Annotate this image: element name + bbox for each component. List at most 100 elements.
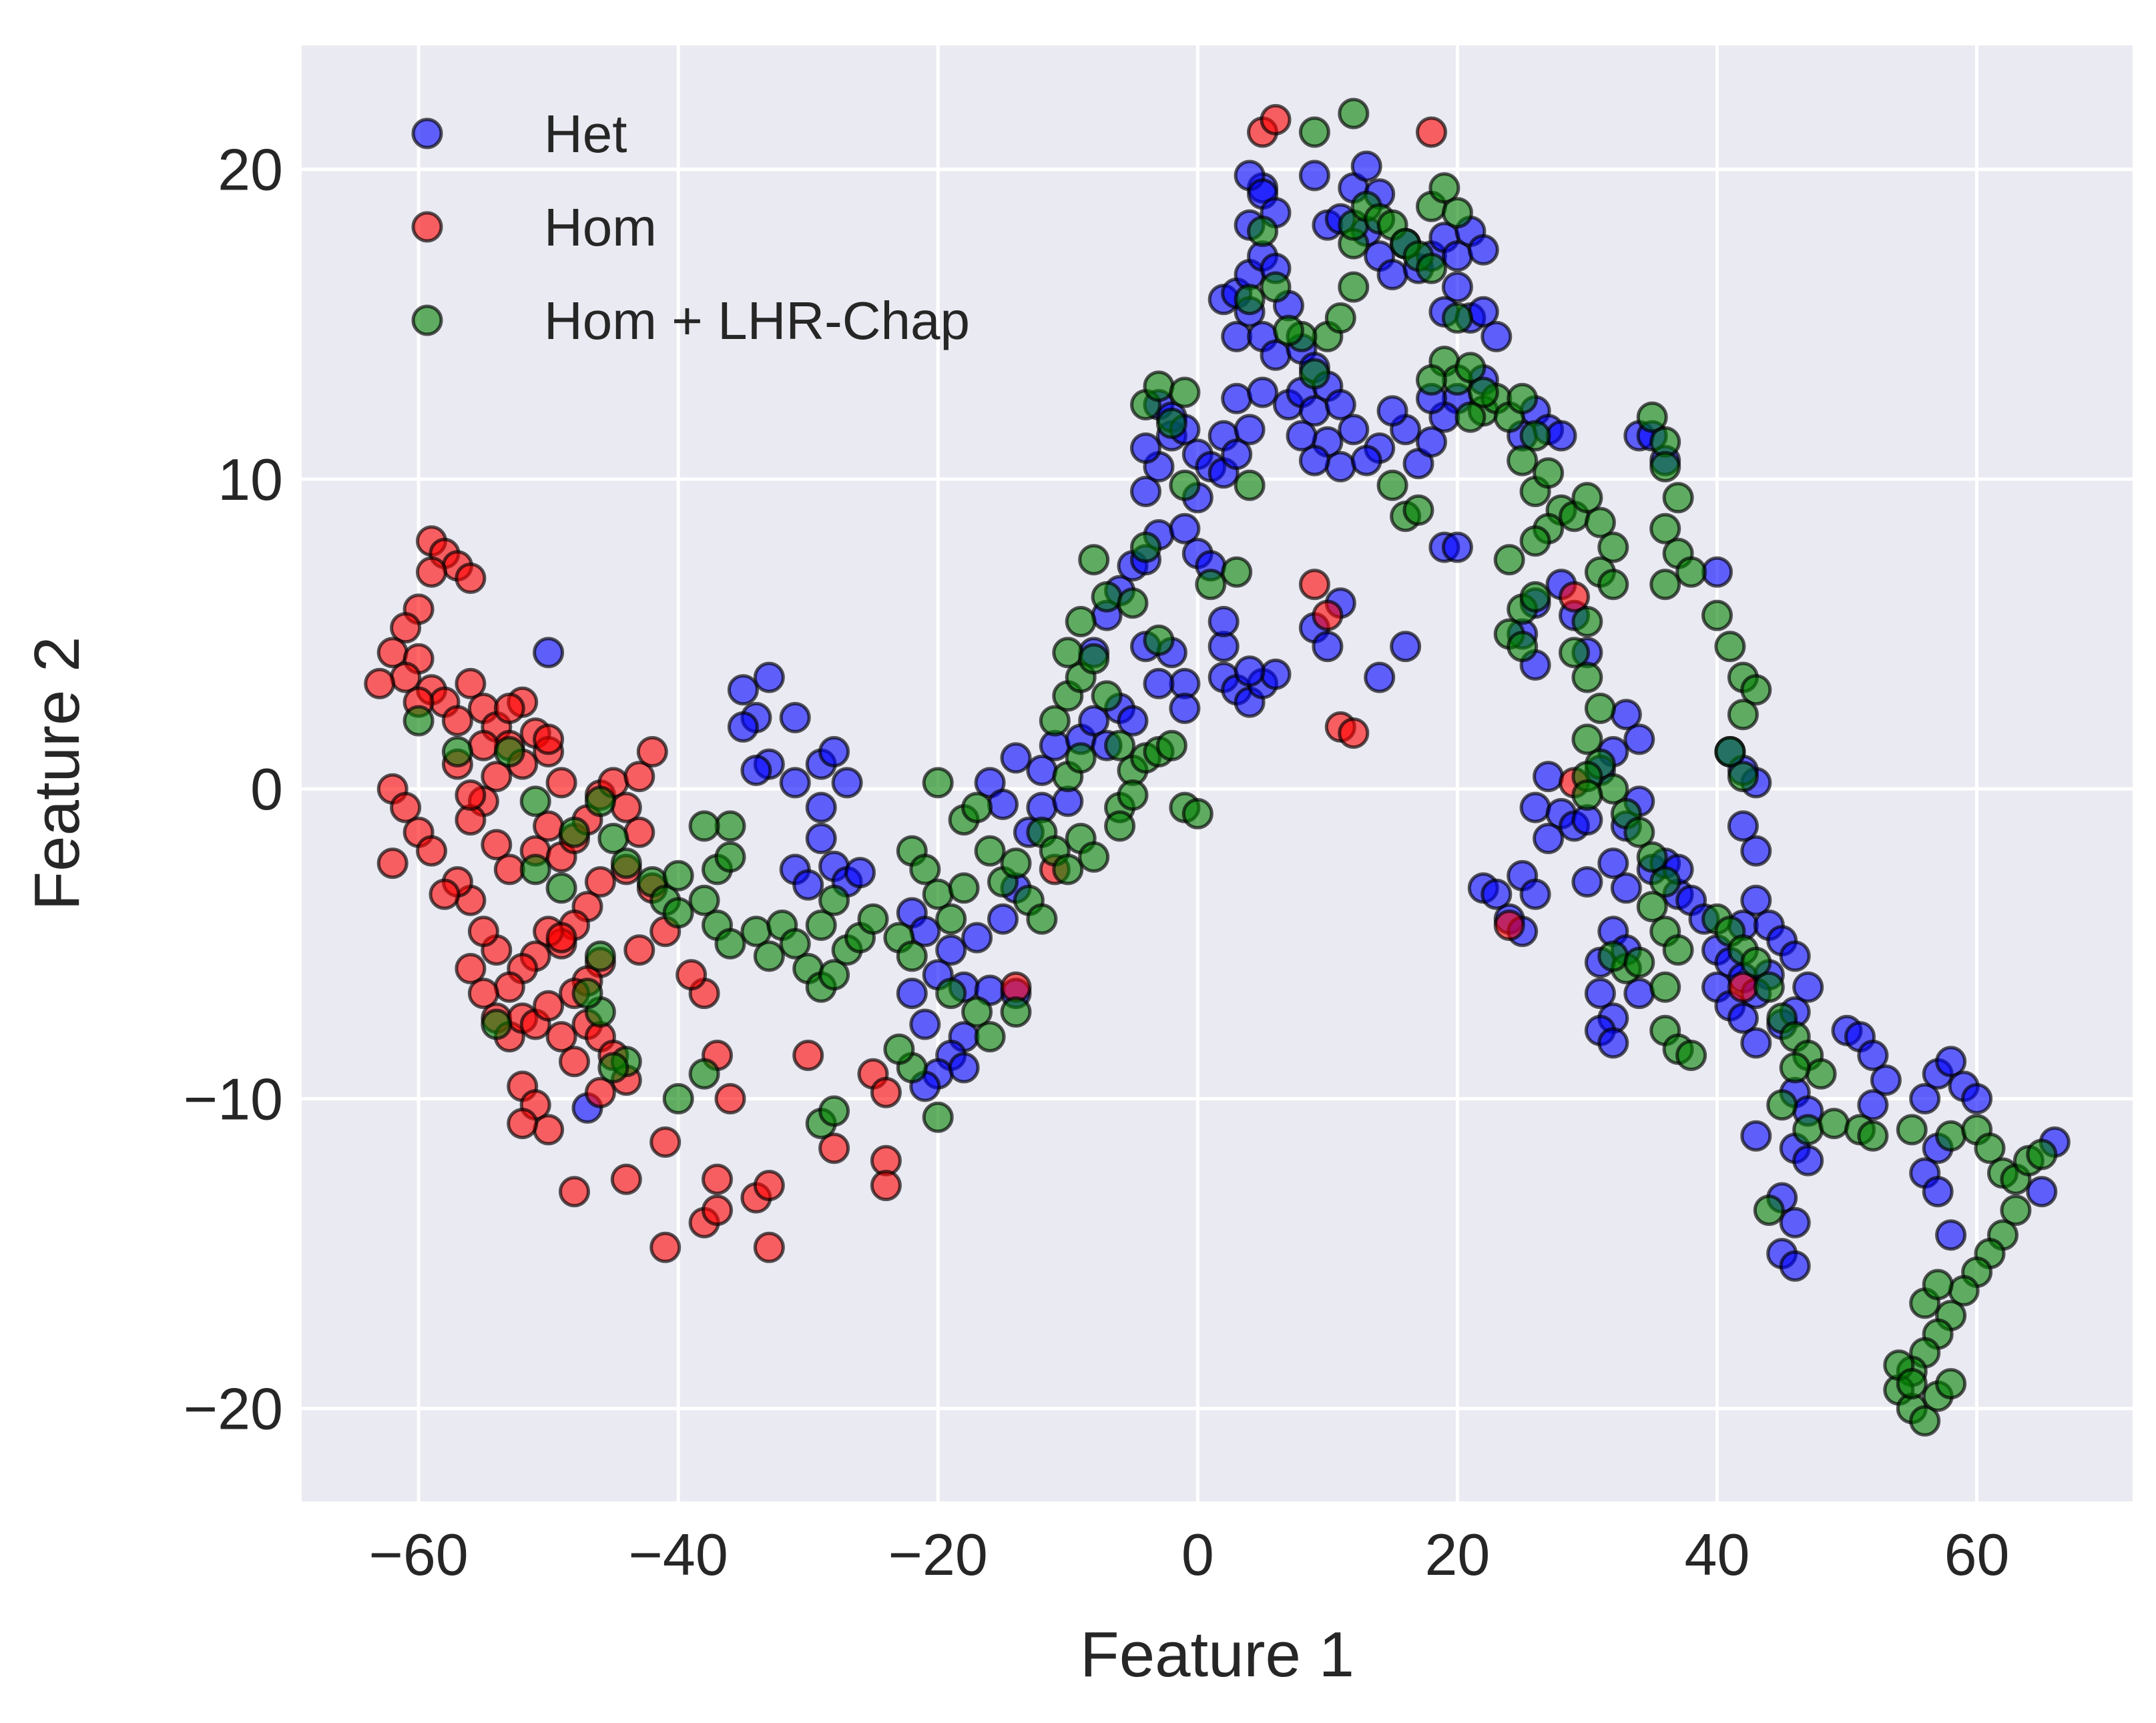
data-point [441, 736, 473, 767]
data-point [961, 791, 993, 823]
data-point [1260, 271, 1292, 303]
data-point [1441, 197, 1473, 229]
data-point [1571, 723, 1603, 755]
data-point [818, 736, 850, 767]
y-tick-label: −20 [184, 1376, 283, 1442]
data-point [533, 990, 565, 1022]
data-point [1091, 680, 1123, 712]
data-point [1416, 116, 1447, 148]
data-point [714, 841, 746, 873]
data-point [1571, 606, 1603, 637]
data-point [533, 1114, 565, 1146]
data-point [1195, 569, 1227, 601]
data-point [1584, 506, 1616, 539]
data-point [1896, 1368, 1928, 1400]
legend-label: Hom [544, 198, 657, 257]
data-point [1324, 302, 1356, 334]
data-point [1857, 1089, 1889, 1121]
data-point [688, 1058, 720, 1090]
data-point [545, 922, 577, 954]
data-point [584, 1076, 616, 1108]
data-point [416, 556, 447, 588]
data-point [1675, 556, 1707, 588]
data-point [1402, 494, 1434, 526]
legend-marker [411, 304, 443, 336]
data-point [1000, 847, 1032, 880]
data-point [1857, 1120, 1889, 1152]
data-point [1298, 159, 1330, 192]
data-point [610, 847, 642, 880]
data-point [467, 978, 499, 1010]
data-point [1935, 1120, 1967, 1152]
data-point [493, 971, 525, 1003]
data-point [1740, 884, 1772, 916]
data-point [818, 1132, 850, 1164]
data-point [753, 1170, 785, 1201]
data-point [896, 940, 928, 972]
data-point [1155, 729, 1187, 761]
data-point [1507, 631, 1539, 663]
data-point [481, 829, 513, 861]
data-point [481, 761, 513, 793]
data-point [1221, 556, 1253, 588]
data-point [2000, 1194, 2032, 1227]
data-point [597, 1052, 629, 1084]
data-point [1519, 420, 1551, 452]
data-point [974, 835, 1006, 867]
data-point [662, 1083, 694, 1114]
data-point [818, 959, 850, 991]
x-tick-label: −40 [629, 1521, 728, 1588]
data-point [1480, 320, 1513, 352]
data-point [714, 810, 746, 842]
data-point [559, 816, 590, 848]
legend: Het Hom Hom + LHR-Chap [411, 104, 970, 350]
legend-marker [411, 117, 443, 149]
data-point [662, 897, 694, 929]
data-point [1298, 569, 1330, 601]
data-point [1078, 705, 1110, 737]
data-point [1260, 658, 1292, 690]
data-point [714, 928, 746, 960]
data-point [519, 853, 551, 886]
data-point [1273, 314, 1304, 346]
legend-label: Het [544, 104, 627, 163]
data-point [883, 1033, 915, 1065]
data-point [987, 903, 1019, 935]
data-point [1597, 531, 1629, 563]
x-tick-label: −60 [368, 1521, 468, 1588]
data-point [1312, 599, 1344, 631]
data-point [481, 1008, 513, 1040]
data-point [402, 705, 435, 737]
y-tick-label: 20 [218, 137, 283, 203]
data-point [1026, 903, 1058, 935]
data-point [779, 767, 811, 799]
data-point [1104, 729, 1136, 761]
data-point [455, 667, 487, 699]
data-point [1507, 382, 1539, 414]
data-point [649, 1126, 682, 1158]
data-point [1571, 779, 1603, 811]
data-point [1117, 705, 1149, 737]
data-point [1338, 97, 1370, 129]
data-point [1675, 1040, 1707, 1071]
y-tick-labels: −20 −10 0 10 20 [184, 137, 283, 1442]
data-point [792, 869, 824, 901]
data-point [1467, 234, 1499, 266]
data-point [1545, 420, 1577, 452]
data-point [1143, 370, 1175, 402]
data-point [1169, 376, 1201, 408]
data-point [1727, 1002, 1759, 1034]
data-point [857, 903, 889, 935]
data-point [1376, 469, 1408, 501]
data-point [1584, 693, 1616, 724]
data-point [1533, 823, 1565, 854]
data-point [753, 940, 785, 972]
data-point [1935, 1368, 1967, 1400]
data-point [2026, 1176, 2058, 1208]
data-point [1298, 444, 1330, 476]
data-point [935, 903, 967, 935]
x-tick-label: 20 [1424, 1521, 1490, 1588]
data-point [961, 996, 993, 1028]
data-point [1454, 352, 1487, 384]
